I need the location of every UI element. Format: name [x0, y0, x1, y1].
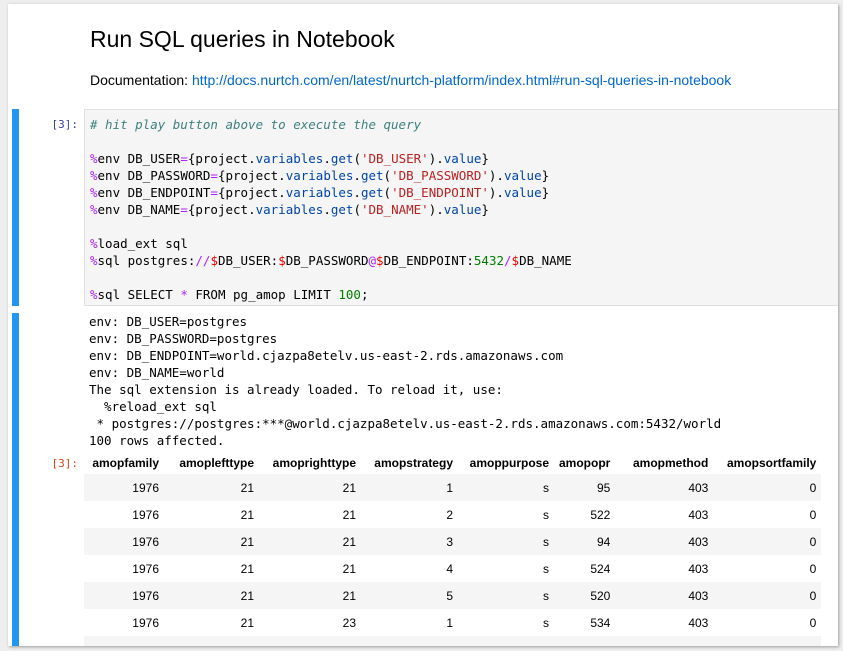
table-cell: 403 [688, 534, 709, 549]
code-line: %sql SELECT * FROM pg_amop LIMIT 100; [90, 287, 369, 302]
table-cell: 522 [590, 507, 611, 522]
table-cell: 403 [688, 561, 709, 576]
table-cell: 21 [342, 480, 356, 495]
table-row: 1976 21 21 2 s 522 403 0 [84, 501, 821, 528]
table-row: 1976 21 21 5 s 520 403 0 [84, 582, 822, 609]
table-row: 1976 21 21 3 s 94 403 0 [84, 528, 822, 555]
table-cell [554, 636, 615, 646]
table-cell [164, 636, 259, 646]
column-header-amopsortfamily: amopsortfamily [726, 456, 817, 470]
table-cell: 1976 [132, 480, 159, 495]
table-row [84, 636, 822, 646]
table-cell [259, 636, 361, 646]
page-title: Run SQL queries in Notebook [90, 26, 395, 52]
table-cell: 1976 [132, 507, 159, 522]
code-line: %env DB_PASSWORD={project.variables.get(… [90, 168, 550, 183]
column-header-amopfamily: amopfamily [92, 456, 159, 470]
table-cell: 1 [446, 615, 453, 630]
table-cell: 21 [342, 588, 356, 603]
table-cell: 21 [240, 507, 254, 522]
notebook-page: Run SQL queries in Notebook Documentatio… [8, 4, 838, 646]
documentation-line: Documentation: http://docs.nurtch.com/en… [90, 72, 731, 88]
table-cell: 3 [446, 534, 453, 549]
code-line: %env DB_USER={project.variables.get('DB_… [90, 151, 489, 166]
code-line: %load_ext sql [90, 236, 188, 251]
table-cell: 21 [342, 534, 356, 549]
code-editor[interactable]: # hit play button above to execute the q… [84, 109, 838, 306]
table-cell: 0 [809, 480, 817, 495]
table-cell: 5 [446, 588, 453, 603]
table-cell: 403 [688, 615, 709, 630]
table-cell: 23 [342, 615, 356, 630]
code-line: # hit play button above to execute the q… [90, 117, 422, 132]
code-text[interactable]: # hit play button above to execute the q… [90, 116, 572, 303]
table-row: 1976 21 21 1 s 95 403 0 [84, 474, 822, 501]
table-cell: s [543, 480, 549, 495]
table-cell: 94 [596, 534, 611, 549]
table-cell: 21 [240, 480, 254, 495]
table-cell: 21 [240, 561, 254, 576]
table-cell: 0 [809, 507, 817, 522]
table-cell: s [543, 588, 549, 603]
table-cell: 403 [688, 480, 709, 495]
doc-link[interactable]: http://docs.nurtch.com/en/latest/nurtch-… [191, 72, 732, 88]
output-indicator [12, 313, 19, 646]
column-header-amopopr: amopopr [559, 456, 611, 470]
table-cell: 21 [240, 534, 254, 549]
table-cell: 1976 [132, 561, 159, 576]
table-cell: 520 [590, 588, 611, 603]
table-cell: 21 [240, 615, 254, 630]
table-cell: s [543, 507, 549, 522]
table-cell: 403 [688, 507, 709, 522]
output-prompt: [3]: [51, 457, 79, 470]
code-line: %sql postgres://$DB_USER:$DB_PASSWORD@$D… [90, 253, 572, 268]
table-cell: 0 [809, 561, 817, 576]
table-cell: 21 [342, 507, 356, 522]
cell-selected-indicator [12, 109, 19, 306]
table-cell: s [543, 615, 549, 630]
table-header: amopfamily amoplefttype amoprighttype amops… [84, 452, 821, 474]
table-cell: 4 [446, 561, 453, 576]
table-cell: 524 [590, 561, 611, 576]
code-line: %env DB_ENDPOINT={project.variables.get(… [90, 185, 550, 200]
table-cell: 534 [590, 615, 611, 630]
input-prompt: [3]: [51, 118, 79, 131]
table-cell: 1976 [132, 615, 159, 630]
table-cell: s [543, 561, 549, 576]
result-table: amopfamily amoplefttype amoprighttype amops… [84, 452, 822, 646]
table-cell [615, 636, 713, 646]
column-header-amoppurpose: amoppurpose [469, 456, 549, 470]
table-row: 1976 21 21 4 s 524 403 0 [84, 555, 821, 582]
table-cell: 403 [688, 588, 709, 603]
table-cell [458, 636, 554, 646]
table-cell [84, 636, 164, 646]
column-header-amoplefttype: amoplefttype [179, 456, 254, 470]
table-cell: 0 [809, 588, 817, 603]
table-cell: 1976 [132, 588, 159, 603]
doc-label: Documentation: [90, 72, 192, 88]
table-cell: s [543, 534, 549, 549]
table-cell: 2 [446, 507, 453, 522]
table-cell: 95 [596, 480, 611, 495]
table-cell: 21 [342, 561, 356, 576]
column-header-amoprighttype: amoprighttype [272, 456, 356, 470]
column-header-amopstrategy: amopstrategy [374, 456, 453, 470]
output-stream: env: DB_USER=postgres env: DB_PASSWORD=p… [89, 314, 722, 448]
table-cell [361, 636, 458, 646]
table-row: 1976 21 23 1 s 534 403 0 [84, 609, 821, 636]
table-cell: 1 [446, 480, 453, 495]
code-line: %env DB_NAME={project.variables.get('DB_… [90, 202, 489, 217]
table-cell: 0 [809, 534, 817, 549]
table-cell [713, 636, 821, 646]
column-header-amopmethod: amopmethod [633, 456, 709, 470]
table-cell: 0 [809, 615, 817, 630]
table-cell: 1976 [132, 534, 159, 549]
table-cell: 21 [240, 588, 254, 603]
